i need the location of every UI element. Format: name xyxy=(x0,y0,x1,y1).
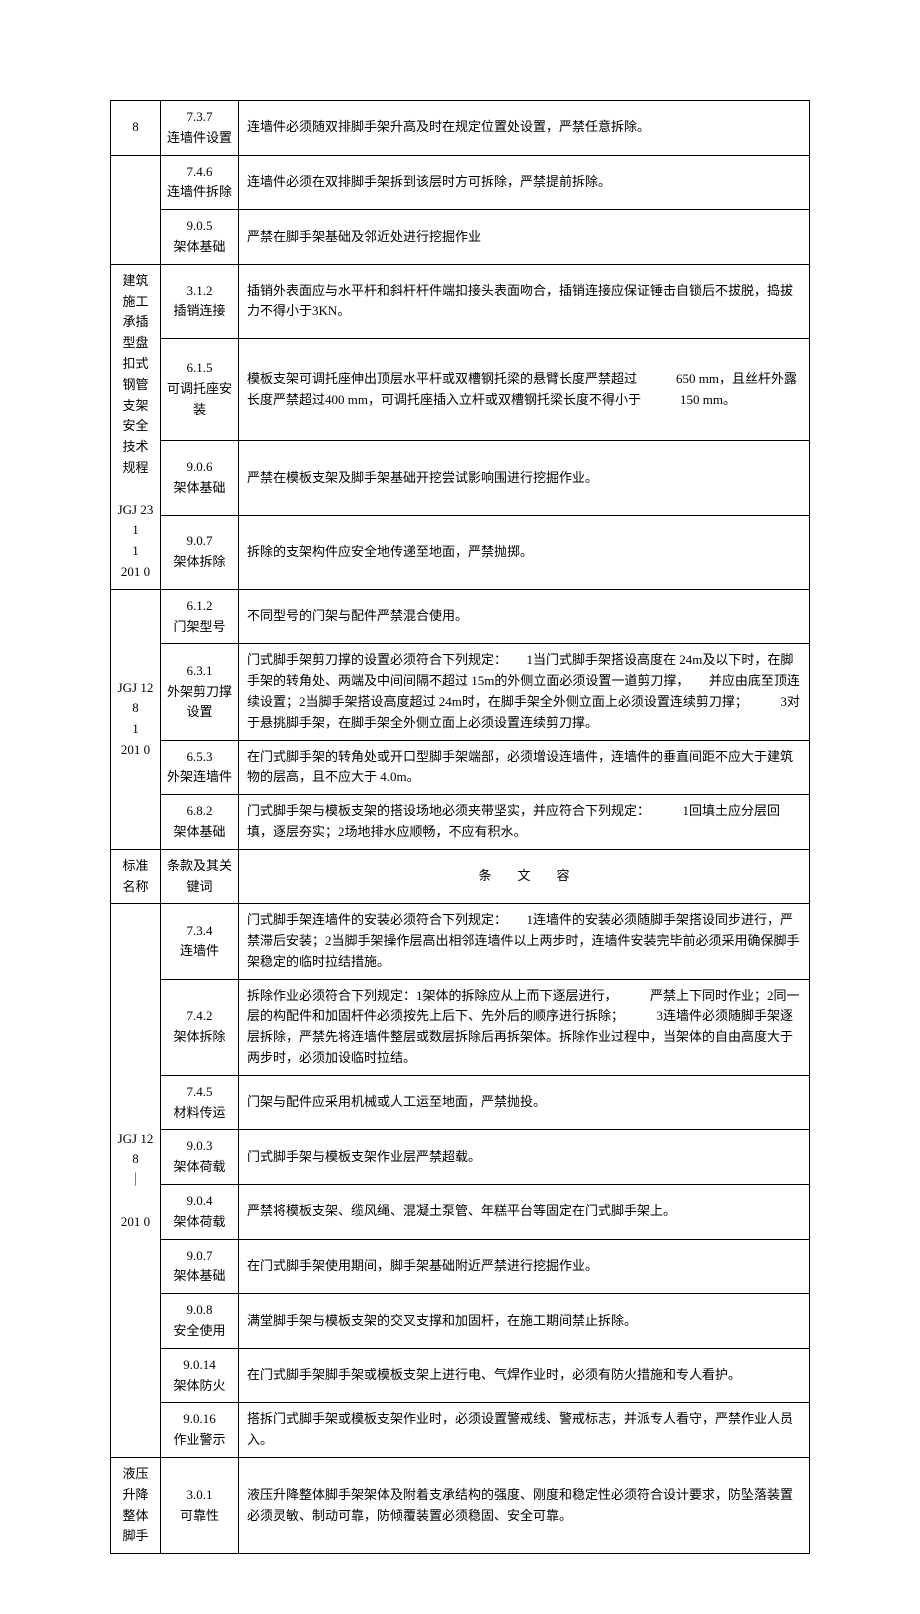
standard-name: 液压升降整体脚手 xyxy=(111,1458,161,1554)
clause-cell: 9.0.5架体基础 xyxy=(161,210,239,265)
table-row: 9.0.16作业警示搭拆门式脚手架或模板支架作业时，必须设置警戒线、警戒标志，并… xyxy=(111,1403,810,1458)
content-cell: 拆除作业必须符合下列规定：1架体的拆除应从上而下逐层进行， 严禁上下同时作业；2… xyxy=(239,979,810,1075)
content-cell: 拆除的支架构件应安全地传递至地面，严禁抛掷。 xyxy=(239,515,810,589)
table-row: 9.0.7架体基础在门式脚手架使用期间，脚手架基础附近严禁进行挖掘作业。 xyxy=(111,1239,810,1294)
clause-cell: 9.0.7架体基础 xyxy=(161,1239,239,1294)
header-std-name: 标准名称 xyxy=(111,849,161,904)
table-row: JGJ 128｜201 07.3.4连墙件门式脚手架连墙件的安装必须符合下列规定… xyxy=(111,904,810,979)
clause-cell: 7.4.6连墙件拆除 xyxy=(161,155,239,210)
content-cell: 连墙件必须在双排脚手架拆到该层时方可拆除，严禁提前拆除。 xyxy=(239,155,810,210)
clause-cell: 9.0.8安全使用 xyxy=(161,1294,239,1349)
page-container: 87.3.7连墙件设置连墙件必须随双排脚手架升高及时在规定位置处设置，严禁任意拆… xyxy=(0,0,920,1614)
content-cell: 在门式脚手架使用期间，脚手架基础附近严禁进行挖掘作业。 xyxy=(239,1239,810,1294)
clause-cell: 7.3.7连墙件设置 xyxy=(161,101,239,156)
clause-cell: 6.1.2门架型号 xyxy=(161,589,239,644)
table-row: 87.3.7连墙件设置连墙件必须随双排脚手架升高及时在规定位置处设置，严禁任意拆… xyxy=(111,101,810,156)
table-row: 9.0.4架体荷载严禁将模板支架、缆风绳、混凝土泵管、年糕平台等固定在门式脚手架… xyxy=(111,1185,810,1240)
content-cell: 在门式脚手架的转角处或开口型脚手架端部，必须增设连墙件，连墙件的垂直间距不应大于… xyxy=(239,740,810,795)
table-row: JGJ 1281201 06.1.2门架型号不同型号的门架与配件严禁混合使用。 xyxy=(111,589,810,644)
content-cell: 严禁在脚手架基础及邻近处进行挖掘作业 xyxy=(239,210,810,265)
clause-cell: 9.0.7架体拆除 xyxy=(161,515,239,589)
content-cell: 插销外表面应与水平杆和斜杆杆件端扣接头表面吻合，插销连接应保证锤击自锁后不拔脱，… xyxy=(239,264,810,338)
clause-cell: 7.3.4连墙件 xyxy=(161,904,239,979)
header-row: 标准名称条款及其关键词条 文 容 xyxy=(111,849,810,904)
clause-cell: 6.1.5可调托座安装 xyxy=(161,338,239,440)
standard-name: 建筑施工承插型盘扣式钢管支架安全技术规程JGJ 2311201 0 xyxy=(111,264,161,589)
content-cell: 满堂脚手架与模板支架的交叉支撑和加固杆，在施工期间禁止拆除。 xyxy=(239,1294,810,1349)
table-row: 9.0.6架体基础严禁在模板支架及脚手架基础开挖尝试影响围进行挖掘作业。 xyxy=(111,441,810,515)
content-cell: 门式脚手架剪刀撑的设置必须符合下列规定： 1当门式脚手架搭设高度在 24m及以下… xyxy=(239,644,810,740)
content-cell: 严禁将模板支架、缆风绳、混凝土泵管、年糕平台等固定在门式脚手架上。 xyxy=(239,1185,810,1240)
table-row: 7.4.5材料传运门架与配件应采用机械或人工运至地面，严禁抛投。 xyxy=(111,1075,810,1130)
content-cell: 连墙件必须随双排脚手架升高及时在规定位置处设置，严禁任意拆除。 xyxy=(239,101,810,156)
clause-cell: 3.0.1可靠性 xyxy=(161,1458,239,1554)
clause-cell: 7.4.5材料传运 xyxy=(161,1075,239,1130)
content-cell: 门式脚手架与模板支架作业层严禁超载。 xyxy=(239,1130,810,1185)
clause-cell: 7.4.2架体拆除 xyxy=(161,979,239,1075)
content-cell: 门式脚手架与模板支架的搭设场地必须夹带坚实，并应符合下列规定： 1回填土应分层回… xyxy=(239,795,810,850)
standard-name: JGJ 1281201 0 xyxy=(111,589,161,849)
table-row: 液压升降整体脚手3.0.1可靠性液压升降整体脚手架架体及附着支承结构的强度、刚度… xyxy=(111,1458,810,1554)
table-row: 6.3.1外架剪刀撑设置门式脚手架剪刀撑的设置必须符合下列规定： 1当门式脚手架… xyxy=(111,644,810,740)
clause-cell: 9.0.3架体荷载 xyxy=(161,1130,239,1185)
content-cell: 模板支架可调托座伸出顶层水平杆或双槽钢托梁的悬臂长度严禁超过 650 mm，且丝… xyxy=(239,338,810,440)
clause-cell: 6.5.3外架连墙件 xyxy=(161,740,239,795)
content-cell: 门架与配件应采用机械或人工运至地面，严禁抛投。 xyxy=(239,1075,810,1130)
table-row: 9.0.3架体荷载门式脚手架与模板支架作业层严禁超载。 xyxy=(111,1130,810,1185)
table-row: 6.1.5可调托座安装模板支架可调托座伸出顶层水平杆或双槽钢托梁的悬臂长度严禁超… xyxy=(111,338,810,440)
header-content: 条 文 容 xyxy=(239,849,810,904)
table-row: 9.0.5架体基础严禁在脚手架基础及邻近处进行挖掘作业 xyxy=(111,210,810,265)
table-row: 6.8.2架体基础门式脚手架与模板支架的搭设场地必须夹带坚实，并应符合下列规定：… xyxy=(111,795,810,850)
standards-table: 87.3.7连墙件设置连墙件必须随双排脚手架升高及时在规定位置处设置，严禁任意拆… xyxy=(110,100,810,1554)
clause-cell: 9.0.4架体荷载 xyxy=(161,1185,239,1240)
content-cell: 液压升降整体脚手架架体及附着支承结构的强度、刚度和稳定性必须符合设计要求，防坠落… xyxy=(239,1458,810,1554)
table-row: 6.5.3外架连墙件在门式脚手架的转角处或开口型脚手架端部，必须增设连墙件，连墙… xyxy=(111,740,810,795)
clause-cell: 9.0.14架体防火 xyxy=(161,1348,239,1403)
content-cell: 搭拆门式脚手架或模板支架作业时，必须设置警戒线、警戒标志，并派专人看守，严禁作业… xyxy=(239,1403,810,1458)
table-row: 建筑施工承插型盘扣式钢管支架安全技术规程JGJ 2311201 03.1.2插销… xyxy=(111,264,810,338)
clause-cell: 3.1.2插销连接 xyxy=(161,264,239,338)
clause-cell: 9.0.6架体基础 xyxy=(161,441,239,515)
table-row: 9.0.7架体拆除拆除的支架构件应安全地传递至地面，严禁抛掷。 xyxy=(111,515,810,589)
standard-name xyxy=(111,155,161,264)
content-cell: 门式脚手架连墙件的安装必须符合下列规定： 1连墙件的安装必须随脚手架搭设同步进行… xyxy=(239,904,810,979)
table-row: 9.0.8安全使用满堂脚手架与模板支架的交叉支撑和加固杆，在施工期间禁止拆除。 xyxy=(111,1294,810,1349)
table-row: 9.0.14架体防火在门式脚手架脚手架或模板支架上进行电、气焊作业时，必须有防火… xyxy=(111,1348,810,1403)
table-row: 7.4.6连墙件拆除连墙件必须在双排脚手架拆到该层时方可拆除，严禁提前拆除。 xyxy=(111,155,810,210)
content-cell: 严禁在模板支架及脚手架基础开挖尝试影响围进行挖掘作业。 xyxy=(239,441,810,515)
content-cell: 不同型号的门架与配件严禁混合使用。 xyxy=(239,589,810,644)
standard-name: JGJ 128｜201 0 xyxy=(111,904,161,1458)
header-clause: 条款及其关键词 xyxy=(161,849,239,904)
content-cell: 在门式脚手架脚手架或模板支架上进行电、气焊作业时，必须有防火措施和专人看护。 xyxy=(239,1348,810,1403)
table-row: 7.4.2架体拆除拆除作业必须符合下列规定：1架体的拆除应从上而下逐层进行， 严… xyxy=(111,979,810,1075)
clause-cell: 6.3.1外架剪刀撑设置 xyxy=(161,644,239,740)
row-index: 8 xyxy=(111,101,161,156)
clause-cell: 9.0.16作业警示 xyxy=(161,1403,239,1458)
clause-cell: 6.8.2架体基础 xyxy=(161,795,239,850)
